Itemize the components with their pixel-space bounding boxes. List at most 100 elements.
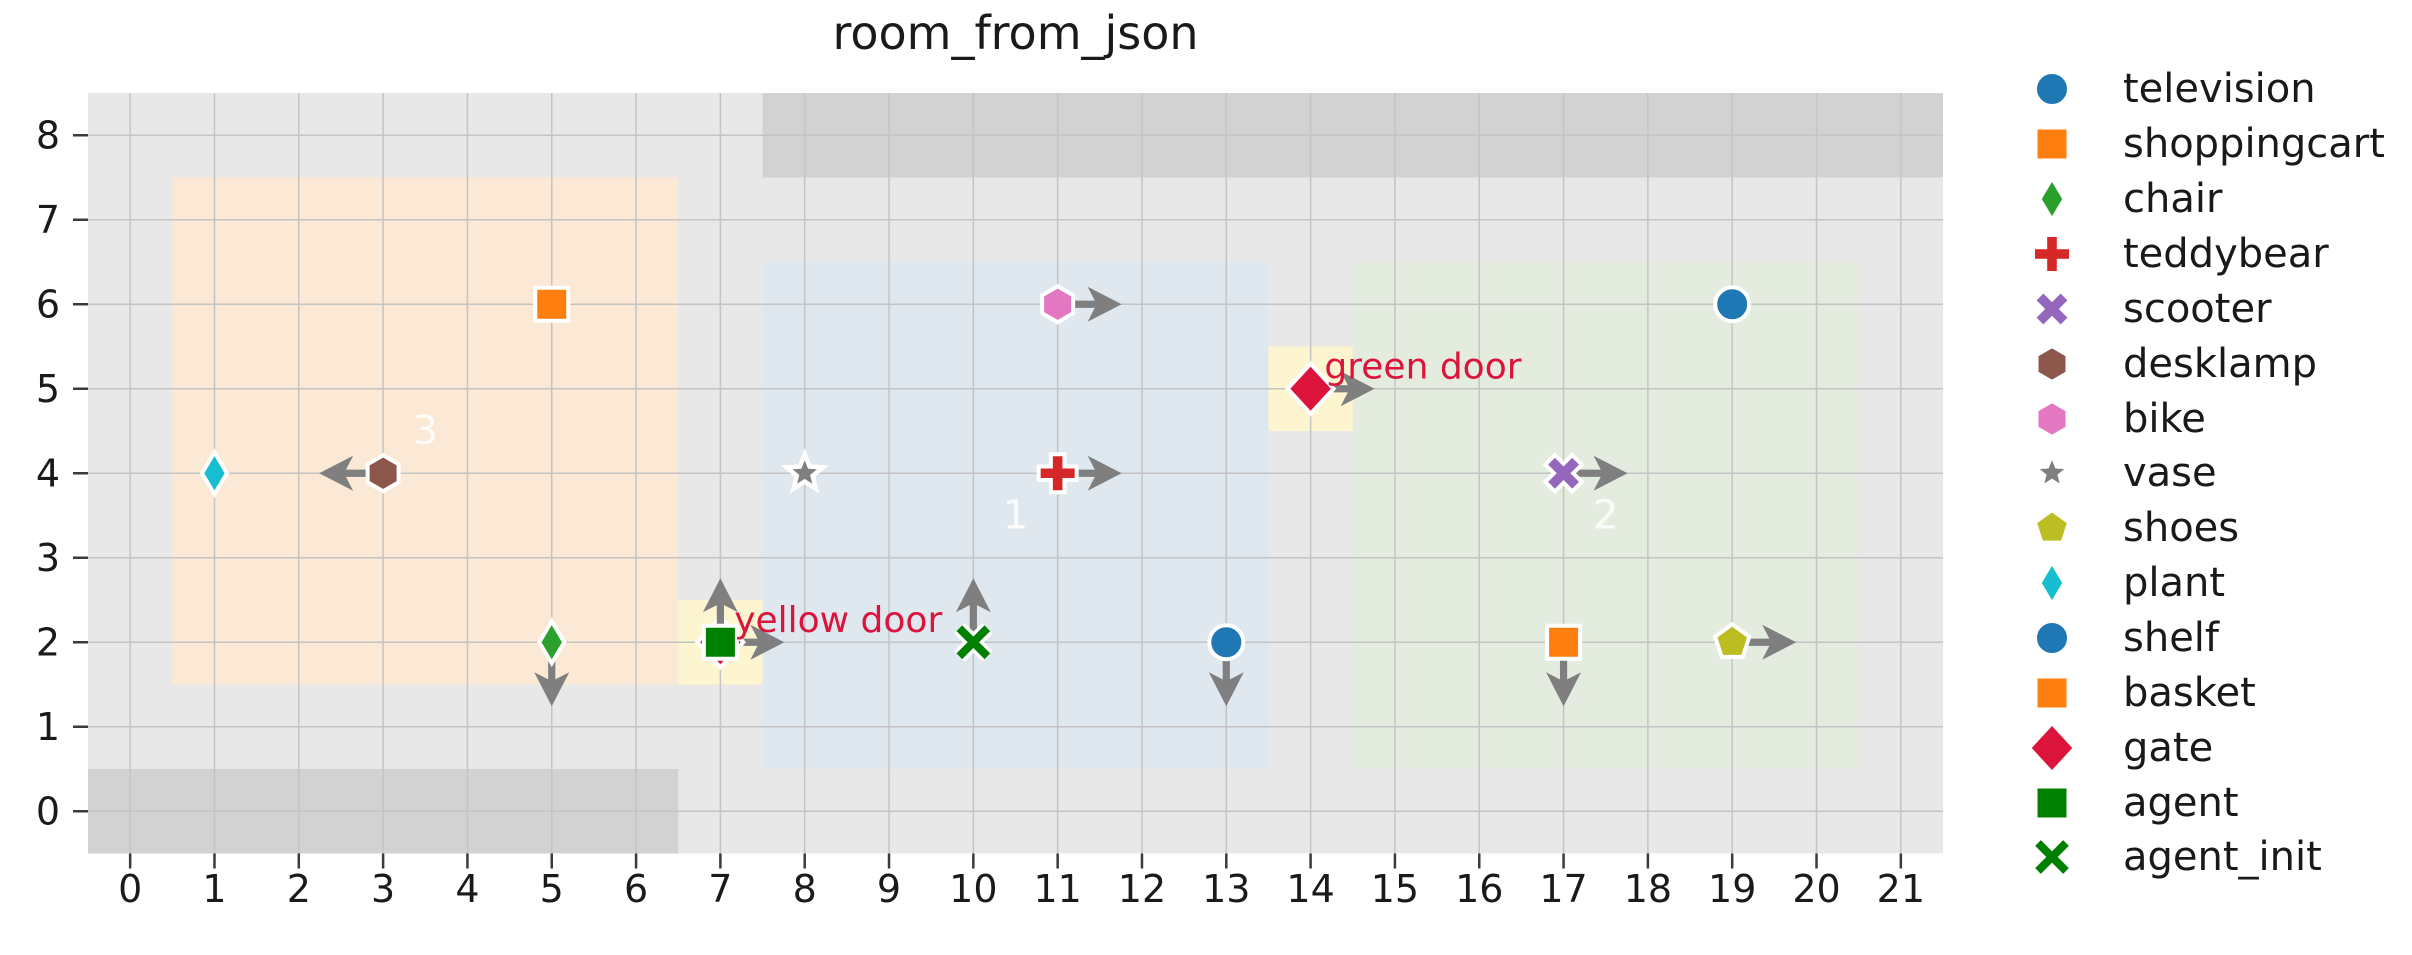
shelf-marker-icon bbox=[1207, 623, 1246, 662]
x-tick-label: 3 bbox=[371, 867, 395, 911]
y-tick-label: 0 bbox=[36, 789, 60, 833]
shelf-legend-marker-icon bbox=[2033, 619, 2071, 658]
legend-item-label: gate bbox=[2123, 724, 2214, 771]
room-regions bbox=[172, 177, 1859, 769]
object-chair bbox=[534, 617, 570, 707]
object-shoes bbox=[1712, 621, 1797, 660]
object-vase bbox=[780, 448, 829, 494]
legend-item-label: shelf bbox=[2123, 615, 2219, 662]
legend-item-label: shoes bbox=[2123, 505, 2240, 552]
legend-item-label: basket bbox=[2123, 669, 2256, 716]
bike-legend-marker-icon bbox=[2034, 398, 2070, 439]
y-tick-label: 8 bbox=[36, 113, 60, 157]
x-tick-label: 8 bbox=[793, 867, 817, 911]
legend-item-label: bike bbox=[2123, 395, 2206, 442]
legend-item-label: agent_init bbox=[2123, 834, 2322, 881]
agent-legend-marker-icon bbox=[2033, 784, 2071, 822]
shoes-marker-icon bbox=[1712, 621, 1752, 659]
desklamp-legend-marker-icon bbox=[2034, 343, 2070, 385]
legend-item-shelf: shelf bbox=[2020, 611, 2385, 666]
y-tick-label: 3 bbox=[36, 536, 60, 580]
legend-item-gate: gate bbox=[2020, 720, 2385, 775]
object-shoppingcart bbox=[533, 285, 571, 323]
television-legend-marker-icon bbox=[2033, 70, 2071, 109]
plant-legend-marker-icon bbox=[2037, 558, 2067, 609]
scooter-marker-icon bbox=[1542, 452, 1585, 495]
x-tick-label: 20 bbox=[1792, 867, 1840, 911]
x-tick-label: 0 bbox=[118, 867, 142, 911]
region-label-1: 1 bbox=[1003, 493, 1028, 539]
green_door-marker-icon bbox=[1284, 360, 1337, 417]
legend-item-chair: chair bbox=[2020, 172, 2385, 227]
x-tick-label: 17 bbox=[1539, 867, 1587, 911]
x-tick-label: 18 bbox=[1624, 867, 1672, 911]
y-tick-label: 2 bbox=[36, 620, 60, 664]
object-bike bbox=[1040, 283, 1122, 325]
region-label-3: 3 bbox=[413, 408, 438, 454]
object-plant bbox=[199, 448, 230, 499]
legend-item-label: television bbox=[2123, 66, 2316, 113]
gridlines bbox=[88, 93, 1943, 854]
room-region-2 bbox=[1352, 262, 1859, 769]
legend-item-label: vase bbox=[2123, 450, 2217, 497]
agent-marker-icon bbox=[701, 623, 739, 661]
objects bbox=[199, 283, 1797, 707]
legend-item-shoes: shoes bbox=[2020, 501, 2385, 556]
x-tick-label: 13 bbox=[1202, 867, 1250, 911]
object-desklamp bbox=[319, 452, 401, 494]
teddybear-marker-icon bbox=[1036, 452, 1079, 495]
x-tick-label: 6 bbox=[624, 867, 648, 911]
legend-item-label: scooter bbox=[2123, 285, 2272, 332]
legend-item-label: desklamp bbox=[2123, 340, 2317, 387]
vase-legend-marker-icon bbox=[2028, 448, 2076, 494]
legend-item-agent: agent bbox=[2020, 775, 2385, 830]
scooter-legend-marker-icon bbox=[2030, 287, 2074, 330]
object-teddybear bbox=[1036, 452, 1122, 495]
x-tick-label: 14 bbox=[1286, 867, 1334, 911]
desklamp-marker-icon bbox=[365, 452, 401, 494]
legend-item-bike: bike bbox=[2020, 391, 2385, 446]
legend-item-teddybear: teddybear bbox=[2020, 227, 2385, 282]
legend-item-basket: basket bbox=[2020, 665, 2385, 720]
legend-item-shoppingcart: shoppingcart bbox=[2020, 117, 2385, 172]
x-tick-label: 16 bbox=[1455, 867, 1503, 911]
bike-marker-icon bbox=[1040, 283, 1076, 325]
legend-item-label: agent bbox=[2123, 779, 2239, 826]
x-tick-label: 2 bbox=[287, 867, 311, 911]
basket-legend-marker-icon bbox=[2033, 674, 2071, 712]
room-region-3 bbox=[172, 177, 679, 685]
object-green_door bbox=[1284, 360, 1375, 417]
chair-legend-marker-icon bbox=[2037, 174, 2067, 225]
object-scooter bbox=[1542, 452, 1628, 495]
shoes-legend-marker-icon bbox=[2032, 507, 2072, 545]
plant-marker-icon bbox=[199, 448, 230, 499]
room-region-1 bbox=[762, 262, 1269, 769]
legend-item-label: plant bbox=[2123, 560, 2226, 607]
object-shelf bbox=[1207, 623, 1246, 707]
object-television bbox=[1713, 285, 1752, 324]
x-tick-label: 7 bbox=[708, 867, 732, 911]
basket-marker-icon bbox=[1545, 623, 1583, 661]
axis-ticks: 0 1 2 3 4 5 6 7 8 9 10 11 12 13 14 15 16 17 18 19 20 21012345… bbox=[36, 113, 1925, 911]
legend-item-label: shoppingcart bbox=[2123, 121, 2385, 168]
x-tick-label: 5 bbox=[540, 867, 564, 911]
legend-item-label: chair bbox=[2123, 176, 2223, 223]
y-tick-label: 7 bbox=[36, 198, 60, 242]
legend-item-television: television bbox=[2020, 62, 2385, 117]
vase-marker-icon bbox=[780, 448, 829, 494]
x-tick-label: 10 bbox=[949, 867, 997, 911]
gate-legend-marker-icon bbox=[2026, 721, 2078, 774]
chair-marker-icon bbox=[536, 617, 567, 668]
legend-item-vase: vase bbox=[2020, 446, 2385, 501]
shoppingcart-marker-icon bbox=[533, 285, 571, 323]
agent_init-legend-marker-icon bbox=[2032, 838, 2072, 877]
x-tick-label: 15 bbox=[1371, 867, 1419, 911]
legend-item-desklamp: desklamp bbox=[2020, 336, 2385, 391]
chart-title: room_from_json bbox=[832, 6, 1199, 60]
x-tick-label: 19 bbox=[1708, 867, 1756, 911]
x-tick-label: 4 bbox=[455, 867, 479, 911]
x-tick-label: 21 bbox=[1877, 867, 1925, 911]
annotation-yellow-door: yellow door bbox=[734, 600, 942, 641]
